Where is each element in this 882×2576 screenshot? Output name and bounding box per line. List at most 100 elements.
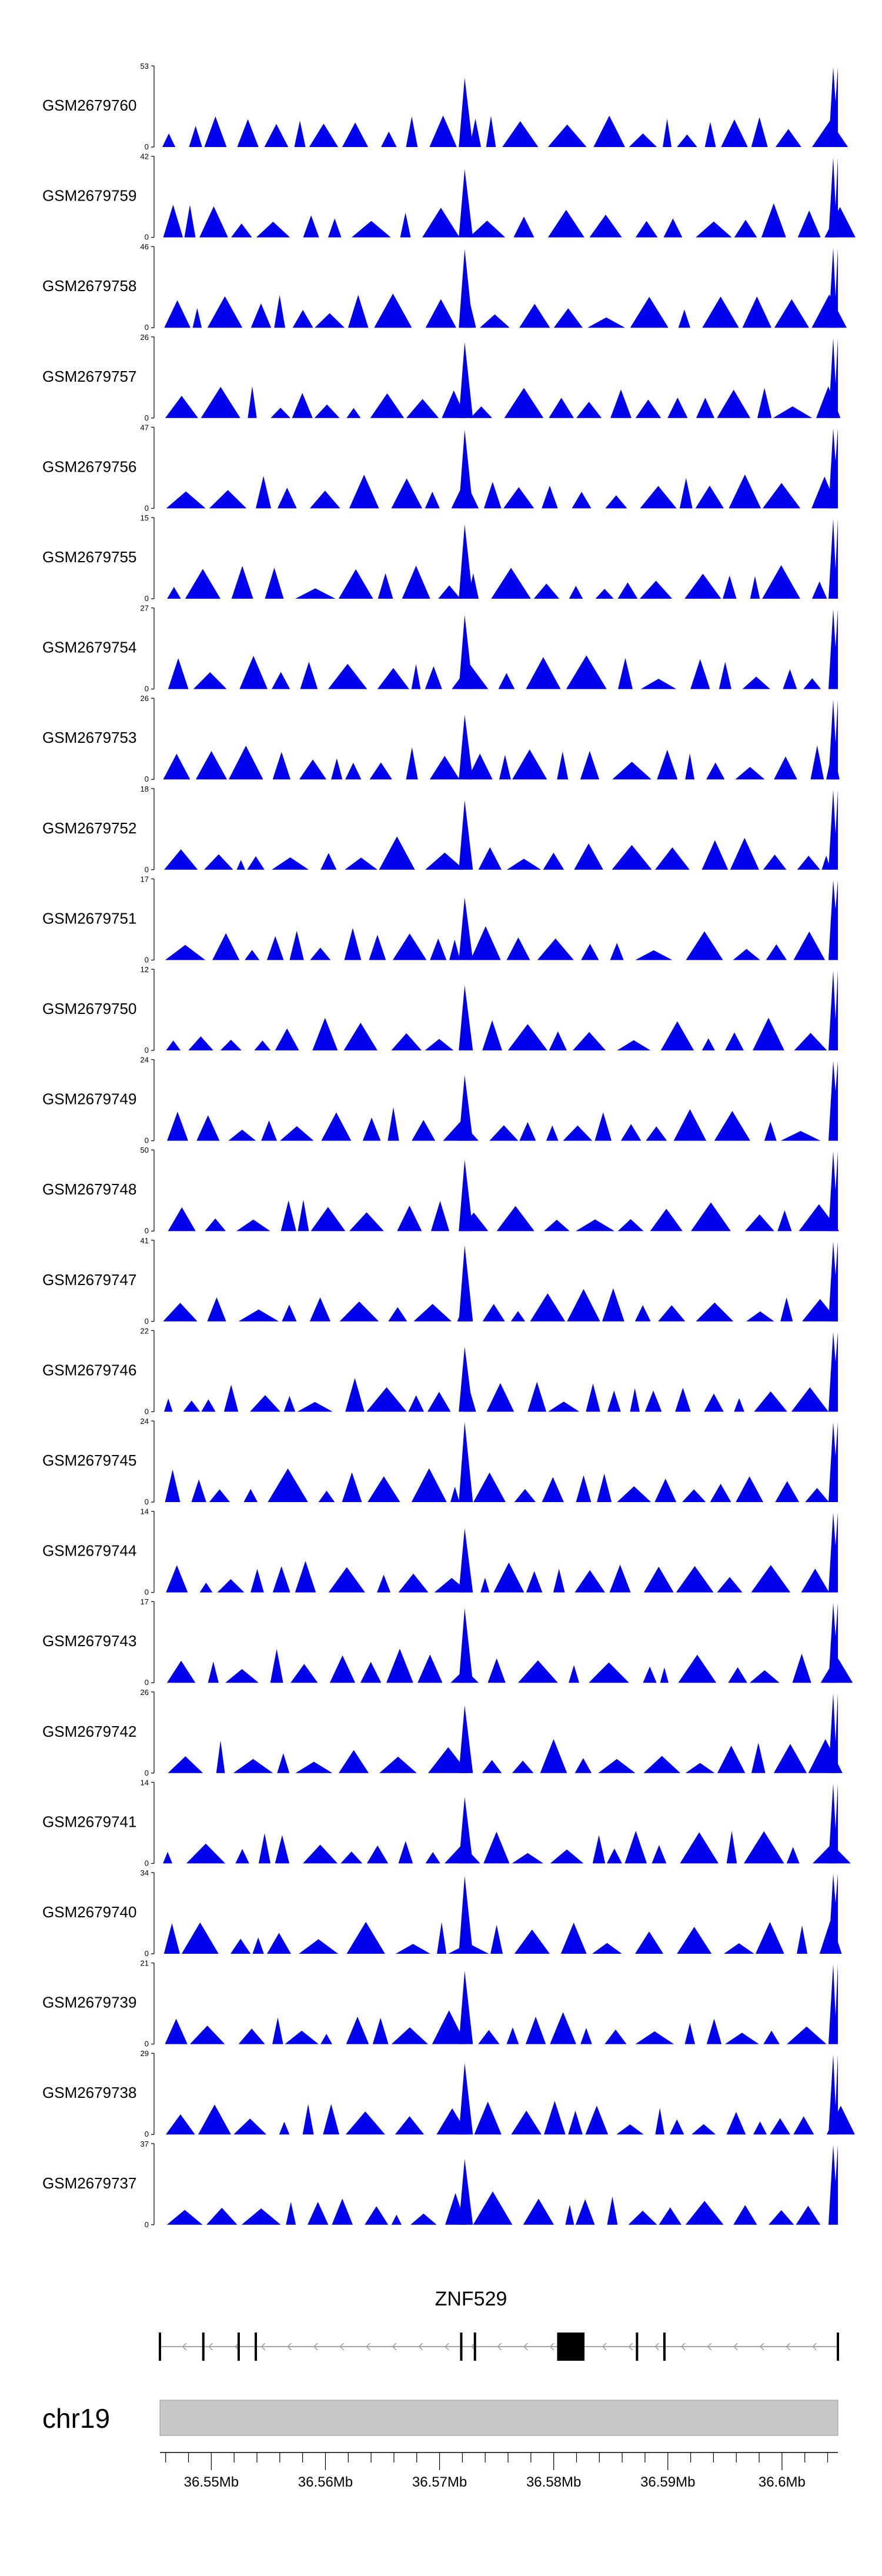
track-ymax: 41 xyxy=(141,1236,149,1245)
coverage-peak xyxy=(828,67,838,147)
track-name: GSM2679737 xyxy=(42,2174,136,2192)
coverage-peak xyxy=(459,897,473,960)
track-ymin: 0 xyxy=(145,685,149,693)
track: GSM2679744 14 0 xyxy=(42,1507,838,1597)
coverage-area xyxy=(160,1378,838,1412)
track-ymax: 12 xyxy=(141,965,149,974)
coverage-peak xyxy=(459,1159,473,1232)
coverage-peak xyxy=(459,169,473,238)
coverage-peak xyxy=(459,1608,473,1683)
coverage-area xyxy=(160,1017,838,1050)
strand-arrow xyxy=(760,2343,764,2351)
gene-exon xyxy=(636,2333,639,2361)
track: GSM2679740 34 0 xyxy=(42,1868,842,1958)
coverage-peak xyxy=(459,2063,473,2135)
track-name: GSM2679740 xyxy=(42,1903,136,1921)
coverage-peak xyxy=(459,2158,473,2225)
track-ymax: 18 xyxy=(141,785,149,793)
coverage-peak xyxy=(828,609,838,689)
strand-arrow xyxy=(707,2343,712,2351)
track: GSM2679738 29 0 xyxy=(42,2049,855,2138)
track-ymin: 0 xyxy=(145,413,149,422)
coverage-peak xyxy=(459,800,473,870)
axis-tick-label: 36.57Mb xyxy=(412,2474,467,2490)
gene-exon xyxy=(202,2333,205,2361)
coverage-area xyxy=(160,926,838,960)
track-name: GSM2679745 xyxy=(42,1451,136,1469)
track-ymax: 24 xyxy=(141,1056,149,1065)
track-name: GSM2679739 xyxy=(42,1994,136,2011)
coverage-peak xyxy=(459,78,473,147)
strand-arrow xyxy=(497,2343,502,2351)
track-ymax: 46 xyxy=(141,242,149,251)
track: GSM2679753 26 0 xyxy=(42,694,840,783)
track-name: GSM2679757 xyxy=(42,368,136,385)
coverage-peak xyxy=(459,1705,473,1773)
track-ymax: 53 xyxy=(141,62,149,71)
signal-tracks: GSM2679760530GSM2679759420GSM2679758460G… xyxy=(42,62,856,2229)
track-ymax: 14 xyxy=(141,1507,149,1516)
strand-arrow xyxy=(418,2343,423,2351)
strand-arrow xyxy=(654,2343,659,2351)
track: GSM2679741 14 0 xyxy=(42,1778,851,1867)
track: GSM2679758 46 0 xyxy=(42,242,847,332)
track-ymin: 0 xyxy=(145,1317,149,1326)
coverage-peak xyxy=(828,699,838,780)
track: GSM2679760 53 0 xyxy=(42,62,848,151)
track-ymin: 0 xyxy=(145,1497,149,1506)
track-name: GSM2679741 xyxy=(42,1813,136,1830)
coverage-peak xyxy=(459,1422,473,1502)
track-ymin: 0 xyxy=(145,955,149,964)
coverage-peak xyxy=(828,970,838,1050)
coverage-area xyxy=(160,203,856,238)
track-ymax: 29 xyxy=(141,2049,149,2058)
coverage-peak xyxy=(459,429,473,509)
track-ymin: 0 xyxy=(145,865,149,874)
track-ymin: 0 xyxy=(145,594,149,603)
track-ymax: 34 xyxy=(141,1868,149,1877)
coverage-peak xyxy=(459,1797,473,1864)
track-ymax: 47 xyxy=(141,423,149,432)
track-ymin: 0 xyxy=(145,233,149,242)
strand-arrow xyxy=(366,2343,370,2351)
axis-tick-label: 36.56Mb xyxy=(298,2474,353,2490)
strand-arrow xyxy=(681,2343,686,2351)
coverage-area xyxy=(160,386,841,418)
strand-arrow xyxy=(287,2343,292,2351)
axis-tick-label: 36.58Mb xyxy=(526,2474,581,2490)
gene-track: ZNF529 xyxy=(159,2288,839,2361)
track-ymax: 22 xyxy=(141,1326,149,1335)
coverage-peak xyxy=(828,1783,838,1864)
coverage-peak xyxy=(459,1075,473,1141)
coverage-peak xyxy=(459,985,473,1050)
coverage-area xyxy=(160,1288,838,1322)
strand-arrow xyxy=(812,2343,817,2351)
coverage-peak xyxy=(828,157,838,238)
track-name: GSM2679752 xyxy=(42,819,136,837)
track-ymin: 0 xyxy=(145,1678,149,1687)
coverage-area xyxy=(160,293,847,328)
track-name: GSM2679758 xyxy=(42,277,136,295)
chromosome-label: chr19 xyxy=(42,2403,110,2434)
coverage-peak xyxy=(828,789,838,870)
coverage-area xyxy=(160,2191,838,2225)
track-ymax: 17 xyxy=(141,875,149,883)
axis-tick-label: 36.59Mb xyxy=(640,2474,695,2490)
coverage-peak xyxy=(459,249,473,328)
coverage-area xyxy=(160,1107,838,1141)
strand-arrow xyxy=(523,2343,528,2351)
strand-arrow xyxy=(786,2343,791,2351)
track-name: GSM2679744 xyxy=(42,1542,136,1560)
coverage-area xyxy=(160,2010,838,2044)
track-name: GSM2679748 xyxy=(42,1180,136,1198)
strand-arrow xyxy=(339,2343,345,2351)
strand-arrow xyxy=(208,2343,213,2351)
track: GSM2679755 15 0 xyxy=(42,513,838,603)
track-ymin: 0 xyxy=(145,323,149,332)
strand-arrow xyxy=(602,2343,607,2351)
coverage-peak xyxy=(459,1971,473,2044)
coverage-peak xyxy=(828,2054,838,2135)
coverage-peak xyxy=(828,1603,838,1683)
track: GSM2679737 37 0 xyxy=(42,2140,838,2229)
